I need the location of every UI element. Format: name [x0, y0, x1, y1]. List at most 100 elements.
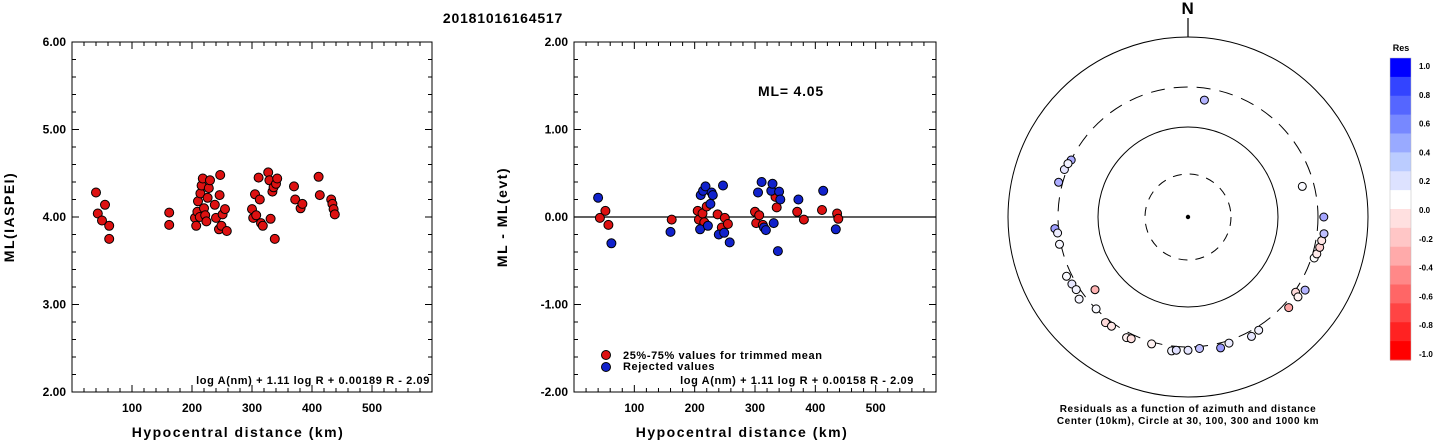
ml-annotation: ML= 4.05	[758, 83, 824, 99]
station-marker	[1319, 212, 1329, 222]
station-marker	[1247, 331, 1256, 341]
data-point-rejected	[830, 224, 841, 235]
legend-marker-trimmed	[601, 350, 611, 360]
y-tick-label: 0.00	[545, 210, 569, 224]
data-point	[191, 220, 202, 231]
data-point	[164, 207, 175, 218]
x-tick-label: 400	[805, 401, 825, 415]
x-tick-label: 300	[242, 401, 262, 415]
station-marker	[1107, 321, 1116, 331]
station-marker	[1195, 344, 1204, 353]
x-axis-label: Hypocentral distance (km)	[132, 424, 345, 440]
data-point-trimmed	[594, 212, 605, 223]
colorbar-band	[1390, 152, 1411, 172]
axis-ticks: 2.00 3.00 4.00 5.00 6.00 100 200 300 400 500	[43, 35, 432, 415]
data-point-rejected	[753, 187, 763, 198]
data-point-rejected	[606, 238, 617, 249]
data-point-trimmed	[833, 213, 844, 224]
legend-label-trimmed: 25%-75% values for trimmed mean	[623, 350, 823, 362]
x-tick-label: 500	[362, 401, 382, 415]
station-marker	[1126, 334, 1136, 344]
data-point	[329, 209, 340, 220]
data-points	[593, 177, 844, 257]
station-markers	[1050, 95, 1329, 356]
data-point	[209, 199, 220, 210]
data-point	[290, 194, 301, 205]
colorbar-band	[1390, 341, 1411, 361]
station-marker	[1284, 303, 1294, 313]
axis-ticks: -2.00 -1.00 0.00 1.00 2.00 100 200 300 400 500	[541, 35, 936, 415]
data-point	[265, 213, 276, 224]
station-marker	[1055, 239, 1064, 249]
colorbar-band	[1390, 246, 1411, 267]
data-point-trimmed	[666, 214, 677, 225]
data-point	[269, 233, 280, 244]
data-point-rejected	[719, 227, 730, 238]
colorbar-band	[1390, 95, 1411, 116]
station-marker	[1091, 304, 1101, 314]
data-point-rejected	[724, 237, 735, 248]
colorbar-band	[1390, 114, 1411, 135]
station-marker	[1300, 285, 1310, 295]
colorbar-labels: 1.0 0.8 0.6 0.4 0.2 0.0 -0.2 -0.4 -0.6 -0.8 -1.0	[1419, 62, 1433, 359]
station-marker	[1090, 285, 1100, 295]
caption-line-2: Center (10km), Circle at 30, 100, 300 an…	[1057, 416, 1319, 427]
legend-marker-rejected	[601, 362, 611, 372]
colorbar-title: Res	[1393, 43, 1410, 53]
station-marker	[1053, 228, 1063, 238]
station-marker	[1199, 95, 1209, 105]
data-point-rejected	[756, 177, 767, 187]
data-point	[313, 171, 324, 182]
data-point-trimmed	[754, 210, 765, 221]
y-tick-label: 6.00	[43, 35, 67, 49]
data-point	[297, 198, 308, 209]
colorbar-band	[1390, 303, 1411, 323]
station-marker	[1054, 177, 1064, 187]
formula-text: log A(nm) + 1.11 log R + 0.00189 R - 2.0…	[196, 375, 430, 387]
x-tick-label: 500	[866, 401, 886, 415]
colorbar-band	[1390, 227, 1411, 248]
colorbar-frame	[1389, 57, 1412, 361]
station-marker	[1297, 181, 1307, 191]
data-point	[289, 181, 299, 192]
data-point	[97, 215, 107, 226]
station-marker	[1171, 345, 1181, 355]
colorbar-tick-label: -0.6	[1419, 292, 1433, 301]
epicenter-marker	[1185, 214, 1191, 220]
colorbar-tick-label: 0.8	[1419, 91, 1431, 100]
data-point	[91, 187, 101, 198]
data-point	[253, 172, 264, 183]
colorbar-bands	[1389, 57, 1412, 361]
data-point-rejected	[772, 246, 783, 257]
colorbar-tick-label: -0.2	[1419, 235, 1433, 244]
y-tick-label: -2.00	[541, 385, 569, 399]
azimuth-residual-map: N Residuals as a function of azimuth and…	[1007, 0, 1433, 427]
colorbar-band	[1390, 322, 1411, 342]
colorbar-band	[1390, 265, 1411, 286]
x-tick-label: 100	[122, 401, 142, 415]
station-marker	[1293, 292, 1303, 302]
colorbar-band	[1390, 58, 1411, 78]
data-point-rejected	[718, 180, 728, 191]
residual-vs-distance-plot: ML - ML(evt) Hypocentral distance (km) M…	[494, 35, 937, 440]
data-point-rejected	[707, 190, 718, 201]
colorbar-band	[1390, 133, 1411, 153]
data-point	[215, 170, 226, 180]
data-point	[272, 173, 283, 184]
north-label: N	[1181, 0, 1194, 18]
figure-title: 20181016164517	[443, 10, 563, 26]
station-marker	[1216, 343, 1226, 353]
colorbar-band	[1390, 284, 1411, 304]
colorbar-tick-label: 0.2	[1419, 177, 1431, 186]
y-tick-label: 5.00	[43, 123, 67, 137]
legend-label-rejected: Rejected values	[623, 361, 715, 373]
station-marker	[1147, 339, 1157, 349]
data-point	[254, 194, 265, 205]
colorbar-tick-label: 0.6	[1419, 120, 1431, 129]
data-point-rejected	[775, 194, 786, 205]
data-point	[104, 220, 115, 231]
y-tick-label: -1.00	[541, 298, 569, 312]
colorbar-band	[1390, 76, 1411, 97]
ring-30km	[1144, 173, 1232, 261]
